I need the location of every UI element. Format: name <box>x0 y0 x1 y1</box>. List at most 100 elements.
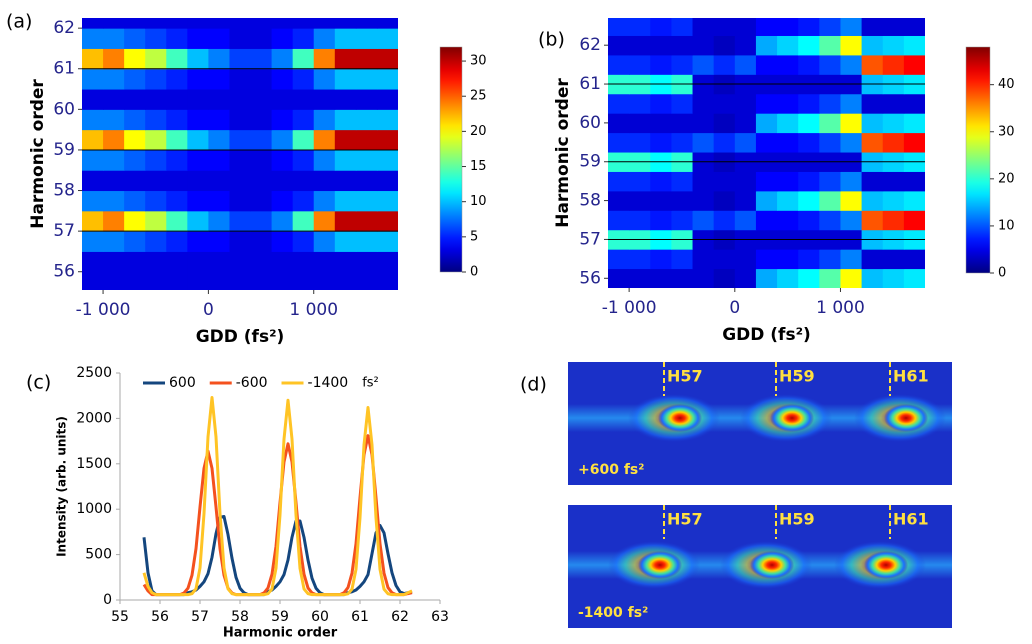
y-tick-label: 57 <box>579 229 601 249</box>
heatmap-cell <box>292 28 315 49</box>
heatmap-cell <box>124 129 146 151</box>
heatmap-cell <box>840 93 863 114</box>
heatmap-cell <box>734 113 757 134</box>
heatmap-cell <box>692 132 715 153</box>
heatmap-cell <box>271 28 294 49</box>
heatmap-cell <box>334 170 357 192</box>
heatmap-cell <box>292 89 315 110</box>
x-tick-label: 61 <box>351 609 369 625</box>
colorbar-tick-label: 10 <box>470 194 487 209</box>
line-series <box>142 396 413 597</box>
heatmap <box>82 18 398 290</box>
heatmap-cell <box>798 93 820 114</box>
heatmap-cell <box>734 249 757 270</box>
heatmap-cell <box>103 271 125 290</box>
heatmap-cell <box>124 231 146 252</box>
heatmap-cell <box>798 190 820 211</box>
heatmap-cell <box>713 249 736 270</box>
heatmap-cell <box>713 18 736 36</box>
heatmap-cell <box>334 129 357 151</box>
heatmap-cell <box>334 231 357 252</box>
heatmap-cell <box>313 251 336 273</box>
y-tick-label: 0 <box>103 592 112 608</box>
heatmap-cell <box>250 231 273 252</box>
heatmap-cell <box>103 109 125 131</box>
heatmap-cell <box>250 109 273 131</box>
heatmap-cell <box>313 89 336 110</box>
heatmap-cell <box>166 68 188 90</box>
heatmap-cell <box>145 68 167 90</box>
heatmap-cell <box>692 18 715 36</box>
heatmap-cell <box>145 170 167 192</box>
heatmap-cell <box>861 249 884 270</box>
heatmap-cell <box>82 18 104 29</box>
heatmap-cell <box>376 251 398 273</box>
heatmap-cell <box>145 18 167 29</box>
heatmap-cell <box>313 271 336 290</box>
heatmap-cell <box>650 93 672 114</box>
heatmap-cell <box>292 251 315 273</box>
heatmap-cell <box>713 210 736 231</box>
heatmap-cell <box>187 68 209 90</box>
heatmap-cell <box>755 35 778 56</box>
heatmap-cell <box>882 35 905 56</box>
colorbar-tick-label: 10 <box>998 218 1015 233</box>
heatmap-cell <box>755 93 778 114</box>
heatmap-cell <box>124 190 146 212</box>
heatmap-cell <box>840 132 863 153</box>
heatmap-cell <box>208 251 230 273</box>
heatmap-cell <box>292 18 315 29</box>
heatmap-cell <box>629 210 651 231</box>
heatmap-cell <box>145 129 167 151</box>
heatmap-cell <box>777 93 799 114</box>
heatmap-cell <box>334 28 357 49</box>
heatmap-cell <box>650 210 672 231</box>
heatmap-cell <box>798 132 820 153</box>
heatmap-cell <box>798 54 820 75</box>
heatmap-cell <box>629 268 651 288</box>
heatmap-cell <box>145 190 167 212</box>
x-tick-label: 58 <box>231 609 249 625</box>
heatmap-cell <box>713 171 736 192</box>
heatmap-cell <box>650 35 672 56</box>
heatmap-cell <box>650 268 672 288</box>
heatmap-cell <box>355 109 378 131</box>
heatmap-cell <box>819 35 841 56</box>
heatmap-cell <box>882 249 905 270</box>
heatmap-cell <box>166 28 188 49</box>
heatmap-cell <box>629 54 651 75</box>
heatmap-cell <box>376 231 398 252</box>
y-tick-label: 61 <box>53 59 75 79</box>
heatmap-cell <box>376 190 398 212</box>
heatmap-cell <box>145 28 167 49</box>
heatmap-cell <box>208 149 230 171</box>
heatmap-cell <box>755 132 778 153</box>
heatmap-cell <box>355 149 378 171</box>
heatmap-cell <box>187 89 209 110</box>
heatmap-cell <box>334 48 357 70</box>
heatmap-cell <box>903 268 925 288</box>
heatmap-cell <box>334 271 357 290</box>
heatmap-cell <box>608 171 630 192</box>
heatmap-cell <box>187 18 209 29</box>
heatmap-cell <box>124 28 146 49</box>
heatmap-cell <box>692 268 715 288</box>
harmonic-label: H57 <box>667 510 703 529</box>
heatmap-cell <box>608 35 630 56</box>
heatmap-cell <box>145 271 167 290</box>
heatmap-cell <box>208 231 230 252</box>
heatmap-cell <box>713 54 736 75</box>
heatmap-cell <box>313 231 336 252</box>
heatmap-cell <box>608 210 630 231</box>
heatmap-cell <box>608 18 630 36</box>
heatmap-cell <box>650 132 672 153</box>
heatmap-cell <box>145 149 167 171</box>
heatmap-cell <box>692 249 715 270</box>
harmonic-spot <box>770 404 814 432</box>
heatmap-cell <box>271 48 294 70</box>
heatmap-cell <box>103 89 125 110</box>
heatmap-cell <box>861 18 884 36</box>
camera-frame: H57 H59 H61 -1400 fs² <box>568 505 952 628</box>
x-tick-label: 60 <box>311 609 329 625</box>
heatmap-cell <box>271 231 294 252</box>
